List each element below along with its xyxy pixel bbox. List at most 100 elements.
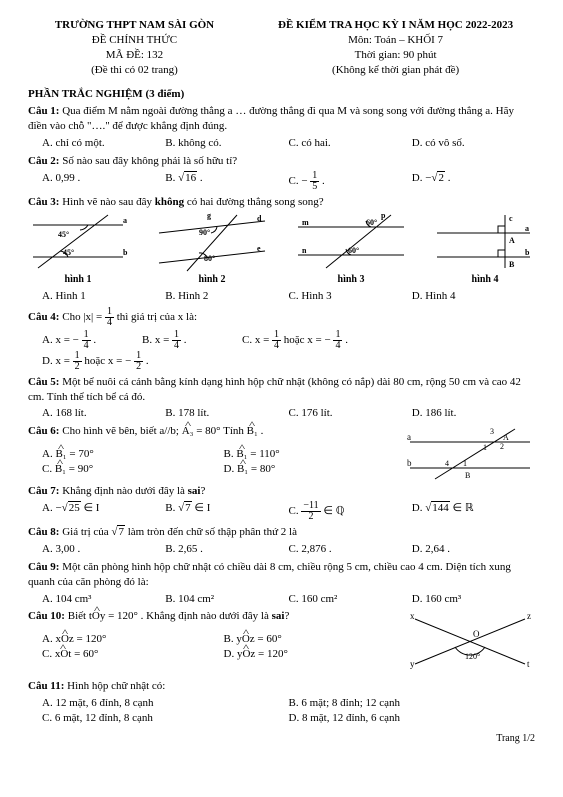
duration-note: (Không kể thời gian phát đề) [256,63,535,78]
q8-options: A. 3,00 . B. 2,65 . C. 2,876 . D. 2,64 . [42,542,535,557]
svg-text:p: p [381,213,386,220]
fig4-label: hình 4 [435,273,535,287]
svg-text:b: b [525,248,530,257]
svg-text:b: b [407,458,412,468]
q3-label: Câu 3: [28,196,59,208]
school-name: TRƯỜNG THPT NAM SÀI GÒN [28,18,241,33]
svg-text:90°: 90° [199,228,210,237]
svg-text:g: g [207,213,211,220]
q11-options: A. 12 mặt, 6 đỉnh, 8 cạnh B. 6 mặt; 8 đỉ… [42,696,535,726]
q7-opt-b: B. 7 ∈ I [165,501,288,522]
figure-4-svg: a b c A B [435,213,535,273]
q11-label: Câu 11: [28,680,64,692]
q9-opt-a: A. 104 cm³ [42,592,165,607]
figure-1-svg: a b 45° 45° [28,213,128,273]
page-footer: Trang 1/2 [28,732,535,746]
q6-opt-b: B. B₁ = 110° [224,447,406,462]
q9-opt-d: D. 160 cm³ [412,592,535,607]
question-6: Câu 6: Cho hình vẽ bên, biết a//b; A₃ = … [28,424,405,439]
q6-opt-a: A. B₁ = 70° [42,447,224,462]
exam-title: ĐỀ KIỂM TRA HỌC KỲ I NĂM HỌC 2022-2023 [256,18,535,33]
q2-options: A. 0,99 . B. 16 . C. − 15 . D. −2 . [42,171,535,192]
angle-hat: A₃ [182,424,194,439]
q7-label: Câu 7: [28,485,59,497]
q5-label: Câu 5: [28,376,59,388]
q2-opt-d: D. −2 . [412,171,535,192]
q11-text: Hình hộp chữ nhật có: [64,680,165,692]
sqrt-icon: 2 [431,171,445,186]
figure-1: a b 45° 45° hình 1 [28,213,128,287]
q4-opt-d: D. x = 12 hoặc x = − 12 . [42,351,200,372]
q4-opt-a: A. x = − 14 . [42,330,142,351]
q3-opt-a: A. Hình 1 [42,289,165,304]
official-label: ĐỀ CHÍNH THỨC [28,33,241,48]
svg-text:b: b [123,248,128,257]
svg-text:2: 2 [500,442,504,451]
q7-opt-d: D. 144 ∈ ℝ [412,501,535,522]
q10-opt-c: C. xOt = 60° [42,647,224,662]
question-8: Câu 8: Giá trị của 7 làm tròn đến chữ số… [28,525,535,540]
q8-opt-a: A. 3,00 . [42,542,165,557]
question-1: Câu 1: Qua điểm M nằm ngoài đường thẳng … [28,104,535,134]
q7-options: A. −25 ∈ I B. 7 ∈ I C. −112 ∈ ℚ D. 144 ∈… [42,501,535,522]
q10-label: Câu 10: [28,610,65,622]
q10-opt-a: A. xOz = 120° [42,632,224,647]
fraction: 15 [310,171,319,192]
q8-opt-d: D. 2,64 . [412,542,535,557]
q5-options: A. 168 lít. B. 178 lít. C. 176 lít. D. 1… [42,406,535,421]
q9-options: A. 104 cm³ B. 104 cm² C. 160 cm² D. 160 … [42,592,535,607]
svg-text:a: a [123,216,127,225]
q11-opt-d: D. 8 mặt, 12 đỉnh, 6 cạnh [289,711,536,726]
figure-2: d e g 90° 80° hình 2 [157,213,267,287]
question-3: Câu 3: Hình vẽ nào sau đây không có hai … [28,195,535,210]
svg-text:45°: 45° [58,230,69,239]
q1-opt-a: A. chỉ có một. [42,136,165,151]
svg-text:1: 1 [463,459,467,468]
q3-options: A. Hình 1 B. Hình 2 C. Hình 3 D. Hình 4 [42,289,535,304]
q1-options: A. chỉ có một. B. không có. C. có hai. D… [42,136,535,151]
question-10: Câu 10: Biết tOy = 120° . Khẳng định nào… [28,609,405,624]
q1-opt-c: C. có hai. [289,136,412,151]
q6-figure: a b 3 A 2 1 4 1 B [405,424,535,484]
figure-3-svg: m n p 60° 60° [296,213,406,273]
fraction: 14 [105,307,114,328]
q5-opt-a: A. 168 lít. [42,406,165,421]
svg-text:z: z [527,611,531,621]
q10-options: A. xOz = 120° B. yOz = 60° C. xOt = 60° … [42,632,405,662]
svg-text:3: 3 [490,427,494,436]
svg-text:c: c [509,214,513,223]
section-title: PHẦN TRẮC NGHIỆM (3 điểm) [28,87,535,102]
question-5: Câu 5: Một bể nuôi cá cảnh bằng kính dạn… [28,375,535,405]
q10-opt-b: B. yOz = 60° [224,632,406,647]
subject: Môn: Toán – KHỐI 7 [256,33,535,48]
q1-label: Câu 1: [28,105,59,117]
svg-text:a: a [407,432,411,442]
q3-opt-d: D. Hình 4 [412,289,535,304]
q9-opt-c: C. 160 cm² [289,592,412,607]
svg-text:x: x [410,611,415,621]
q4-opt-c: C. x = 14 hoặc x = − 14 . [242,330,400,351]
q11-opt-b: B. 6 mặt; 8 đỉnh; 12 cạnh [289,696,536,711]
figure-2-svg: d e g 90° 80° [157,213,267,273]
svg-text:B: B [509,260,515,269]
q8-opt-c: C. 2,876 . [289,542,412,557]
q2-label: Câu 2: [28,155,59,167]
q10-opt-d: D. yOz = 120° [224,647,406,662]
q6-svg: a b 3 A 2 1 4 1 B [405,424,535,484]
q2-opt-c: C. − 15 . [289,171,412,192]
svg-text:n: n [302,246,307,255]
angle-hat: B₁ [247,424,258,439]
svg-text:B: B [465,471,470,480]
q10-figure: x z y t O 120° [405,609,535,679]
q6-options: A. B₁ = 70° B. B₁ = 110° C. B₁ = 90° D. … [42,447,405,477]
svg-text:60°: 60° [348,246,359,255]
question-6-row: Câu 6: Cho hình vẽ bên, biết a//b; A₃ = … [28,424,535,484]
question-9: Câu 9: Một căn phòng hình hộp chữ nhật c… [28,560,535,590]
question-4: Câu 4: Cho |x| = 14 thì giá trị của x là… [28,307,535,328]
fig3-label: hình 3 [296,273,406,287]
q9-text: Một căn phòng hình hộp chữ nhật có chiều… [28,561,511,588]
svg-text:t: t [527,659,530,669]
figure-4: a b c A B hình 4 [435,213,535,287]
q5-opt-c: C. 176 lít. [289,406,412,421]
svg-text:1: 1 [483,443,487,452]
